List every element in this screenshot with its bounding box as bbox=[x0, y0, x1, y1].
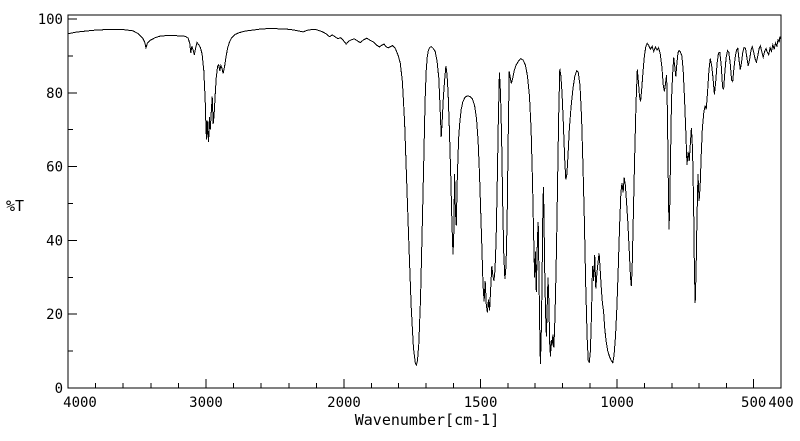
x-tick-label: 500 bbox=[741, 395, 766, 411]
x-tick-label: 2000 bbox=[327, 395, 361, 411]
x-tick-label: 3000 bbox=[189, 395, 223, 411]
y-tick-label: 0 bbox=[55, 381, 63, 397]
x-axis-title: Wavenumber[cm-1] bbox=[354, 411, 500, 429]
x-tick-label: 400 bbox=[768, 395, 793, 411]
x-tick-label: 1500 bbox=[464, 395, 498, 411]
y-axis-title: %T bbox=[6, 197, 25, 215]
y-tick-label: 40 bbox=[46, 233, 63, 249]
x-tick-label: 1000 bbox=[600, 395, 634, 411]
x-tick-label: 4000 bbox=[63, 395, 97, 411]
spectrum-trace bbox=[67, 28, 782, 367]
y-tick-label: 60 bbox=[46, 160, 63, 176]
plot-frame bbox=[67, 14, 782, 389]
y-tick-label: 20 bbox=[46, 307, 63, 323]
y-tick-label: 100 bbox=[38, 12, 63, 28]
y-tick-label: 80 bbox=[46, 86, 63, 102]
